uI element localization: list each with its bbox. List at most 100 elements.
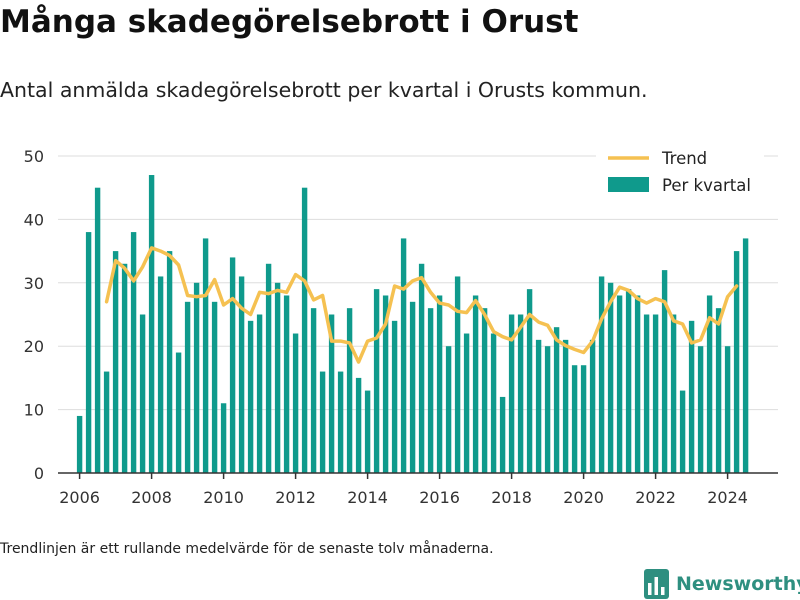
- bar: [229, 257, 236, 473]
- brand-logo[interactable]: Newsworthy: [644, 568, 800, 600]
- bar: [670, 314, 677, 473]
- bar: [490, 333, 497, 473]
- bar: [364, 390, 371, 473]
- bar: [418, 263, 425, 473]
- bar: [724, 346, 731, 473]
- bar: [643, 314, 650, 473]
- bar: [517, 314, 524, 473]
- bar: [265, 263, 272, 473]
- y-tick-label: 10: [24, 401, 44, 420]
- legend-bar-swatch: [608, 177, 649, 192]
- bar: [193, 282, 200, 473]
- bar: [337, 371, 344, 473]
- bar-series: [76, 175, 749, 473]
- bar: [382, 295, 389, 473]
- x-tick-label: 2018: [491, 488, 532, 507]
- bar: [292, 333, 299, 473]
- brand-name: Newsworthy: [676, 573, 800, 595]
- bar: [274, 282, 281, 473]
- bar: [589, 339, 596, 473]
- x-tick-label: 2008: [131, 488, 172, 507]
- bar: [526, 289, 533, 473]
- y-tick-label: 20: [24, 337, 44, 356]
- bar: [319, 371, 326, 473]
- bar: [508, 314, 515, 473]
- bar: [481, 308, 488, 473]
- bar: [427, 308, 434, 473]
- bar: [679, 390, 686, 473]
- y-tick-label: 0: [34, 464, 44, 483]
- bar: [454, 276, 461, 473]
- bar: [616, 295, 623, 473]
- bar: [400, 238, 407, 473]
- bar: [634, 295, 641, 473]
- x-tick-label: 2016: [419, 488, 460, 507]
- bar: [652, 314, 659, 473]
- legend-bar-label: Per kvartal: [662, 176, 751, 195]
- bar: [391, 320, 398, 473]
- bar: [571, 365, 578, 473]
- bar: [247, 320, 254, 473]
- bar: [346, 308, 353, 473]
- bar: [445, 346, 452, 473]
- bar: [499, 396, 506, 473]
- bar: [157, 276, 164, 473]
- bar: [328, 314, 335, 473]
- bar: [598, 276, 605, 473]
- bar: [310, 308, 317, 473]
- x-tick-label: 2010: [203, 488, 244, 507]
- x-tick-label: 2020: [563, 488, 604, 507]
- bar: [463, 333, 470, 473]
- footnote: Trendlinjen är ett rullande medelvärde f…: [0, 541, 494, 557]
- bar: [112, 251, 119, 473]
- bar: [544, 346, 551, 473]
- bar: [76, 415, 83, 473]
- bar: [130, 232, 137, 473]
- bar: [625, 289, 632, 473]
- bar: [283, 295, 290, 473]
- y-tick-label: 50: [24, 147, 44, 166]
- bar-chart-logo-icon: [644, 569, 669, 599]
- bar: [184, 301, 191, 473]
- legend: Trend Per kvartal: [596, 142, 764, 204]
- bar: [220, 403, 227, 473]
- bar: [175, 352, 182, 473]
- x-tick-label: 2012: [275, 488, 316, 507]
- bar: [562, 339, 569, 473]
- bar: [103, 371, 110, 473]
- bar: [94, 187, 101, 473]
- bar: [211, 301, 218, 473]
- bar: [553, 327, 560, 473]
- x-axis-ticks: 2006 2008 2010 2012 2014 2016 2018 2020 2022 2024: [59, 473, 748, 507]
- bar: [166, 251, 173, 473]
- bar: [697, 346, 704, 473]
- y-tick-label: 30: [24, 274, 44, 293]
- x-tick-label: 2022: [635, 488, 676, 507]
- bar: [238, 276, 245, 473]
- bar: [373, 289, 380, 473]
- bar: [607, 282, 614, 473]
- legend-background: [596, 142, 764, 204]
- y-axis-ticks: 0 10 20 30 40 50: [24, 147, 44, 483]
- bar: [706, 295, 713, 473]
- bar: [715, 308, 722, 473]
- bar: [301, 187, 308, 473]
- page-title: Många skadegörelsebrott i Orust: [0, 4, 579, 40]
- bar: [661, 270, 668, 473]
- bar: [733, 251, 740, 473]
- bar: [535, 339, 542, 473]
- x-tick-label: 2024: [707, 488, 748, 507]
- trend-line: [104, 246, 739, 364]
- bar: [256, 314, 263, 473]
- x-tick-label: 2014: [347, 488, 388, 507]
- bar: [436, 295, 443, 473]
- bar: [580, 365, 587, 473]
- bar: [121, 263, 128, 473]
- y-tick-label: 40: [24, 210, 44, 229]
- bar: [202, 238, 209, 473]
- bar: [688, 320, 695, 473]
- bar: [409, 301, 416, 473]
- x-tick-label: 2006: [59, 488, 100, 507]
- bar: [148, 175, 155, 473]
